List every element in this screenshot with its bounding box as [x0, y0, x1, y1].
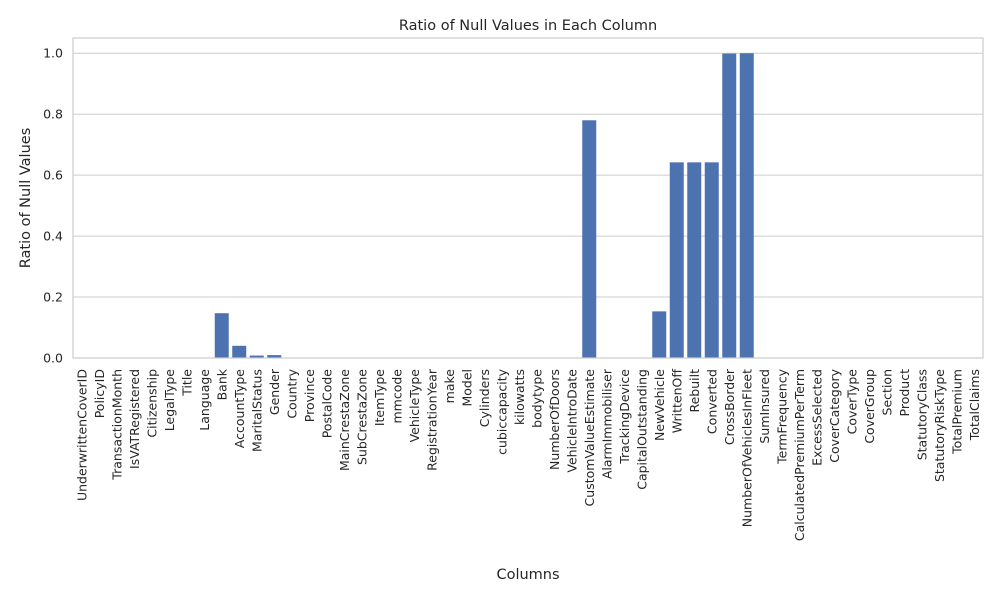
x-tick-label: Cylinders [477, 369, 492, 427]
y-axis-label: Ratio of Null Values [18, 128, 34, 269]
x-tick-label: CalculatedPremiumPerTerm [792, 369, 807, 541]
y-tick-label: 1.0 [43, 46, 63, 61]
x-tick-label: Product [897, 369, 912, 417]
chart-title: Ratio of Null Values in Each Column [399, 18, 657, 34]
y-tick-label: 0.4 [43, 229, 63, 244]
bar-CustomValueEstimate [582, 120, 597, 359]
gridlines [73, 52, 983, 359]
x-tick-label: NumberOfVehiclesInFleet [739, 369, 754, 527]
x-tick-label: cubiccapacity [494, 368, 509, 454]
x-tick-label: Gender [267, 368, 282, 415]
x-tick-label: kilowatts [512, 369, 527, 425]
bar-Bank [214, 313, 229, 358]
x-tick-label: PolicyID [92, 369, 107, 418]
x-axis-label: Columns [496, 567, 559, 583]
bar-Gender [267, 355, 282, 358]
y-tick-labels: 0.0 0.2 0.4 0.6 0.8 1.0 [43, 46, 63, 366]
x-tick-label: CustomValueEstimate [582, 369, 597, 507]
bar-WrittenOff [669, 162, 684, 358]
x-tick-label: VehicleIntroDate [564, 369, 579, 473]
x-tick-label: make [442, 369, 457, 404]
x-tick-label: Province [302, 369, 317, 422]
bar-NumberOfVehiclesInFleet [739, 53, 754, 358]
x-tick-label: AccountType [232, 369, 247, 448]
x-tick-label: TermFrequency [774, 368, 789, 464]
x-tick-label: TotalClaims [967, 369, 982, 441]
x-tick-label: CapitalOutstanding [634, 369, 649, 490]
bar-Converted [704, 162, 719, 358]
x-tick-label: CoverCategory [827, 368, 842, 462]
plot-frame [72, 37, 984, 359]
bar-Rebuilt [687, 162, 702, 358]
x-tick-label: TransactionMonth [109, 369, 124, 481]
x-tick-label: TrackingDevice [617, 369, 632, 465]
x-tick-label: Bank [214, 368, 229, 400]
x-tick-label: Model [459, 369, 474, 407]
x-tick-label: ExcessSelected [809, 369, 824, 466]
x-tick-label: AlarmImmobiliser [599, 368, 614, 479]
y-tick-label: 0.6 [43, 168, 63, 183]
x-tick-label: VehicleType [407, 369, 422, 443]
bar-MaritalStatus [249, 355, 264, 358]
bars [214, 53, 754, 359]
bar-CrossBorder [722, 53, 737, 359]
x-tick-label: Language [197, 369, 212, 431]
x-tick-label: UnderwrittenCoverID [74, 369, 89, 501]
x-tick-label: CrossBorder [722, 368, 737, 445]
x-tick-label: MaritalStatus [249, 369, 264, 452]
x-tick-label: RegistrationYear [424, 368, 439, 471]
x-tick-label: CoverType [844, 369, 859, 435]
x-tick-label: SubCrestaZone [354, 369, 369, 465]
x-tick-label: SumInsured [757, 369, 772, 444]
x-tick-label: Citizenship [144, 369, 159, 438]
x-tick-label: ItemType [372, 369, 387, 426]
bar-NewVehicle [652, 311, 667, 358]
x-tick-label: StatutoryRiskType [932, 369, 947, 482]
x-tick-labels: UnderwrittenCoverID PolicyID TransactionMo… [74, 368, 982, 541]
x-tick-label: WrittenOff [669, 369, 684, 434]
x-tick-label: Section [879, 369, 894, 415]
x-tick-label: Rebuilt [687, 369, 702, 413]
x-tick-label: Country [284, 368, 299, 418]
y-tick-label: 0.8 [43, 107, 63, 122]
x-tick-label: MainCrestaZone [337, 369, 352, 471]
x-tick-label: StatutoryClass [914, 369, 929, 460]
x-tick-label: LegalType [162, 369, 177, 432]
x-tick-label: TotalPremium [949, 369, 964, 455]
bar-AccountType [232, 345, 247, 358]
x-tick-label: bodytype [529, 369, 544, 428]
x-tick-label: Title [179, 369, 194, 397]
y-tick-label: 0.2 [43, 290, 63, 305]
x-tick-label: IsVATRegistered [127, 369, 142, 469]
x-tick-label: NumberOfDoors [547, 369, 562, 470]
x-tick-label: mmcode [389, 369, 404, 424]
x-tick-label: PostalCode [319, 369, 334, 439]
x-tick-label: NewVehicle [652, 369, 667, 441]
y-tick-label: 0.0 [43, 351, 63, 366]
x-tick-label: Converted [704, 369, 719, 434]
x-tick-label: CoverGroup [862, 369, 877, 444]
